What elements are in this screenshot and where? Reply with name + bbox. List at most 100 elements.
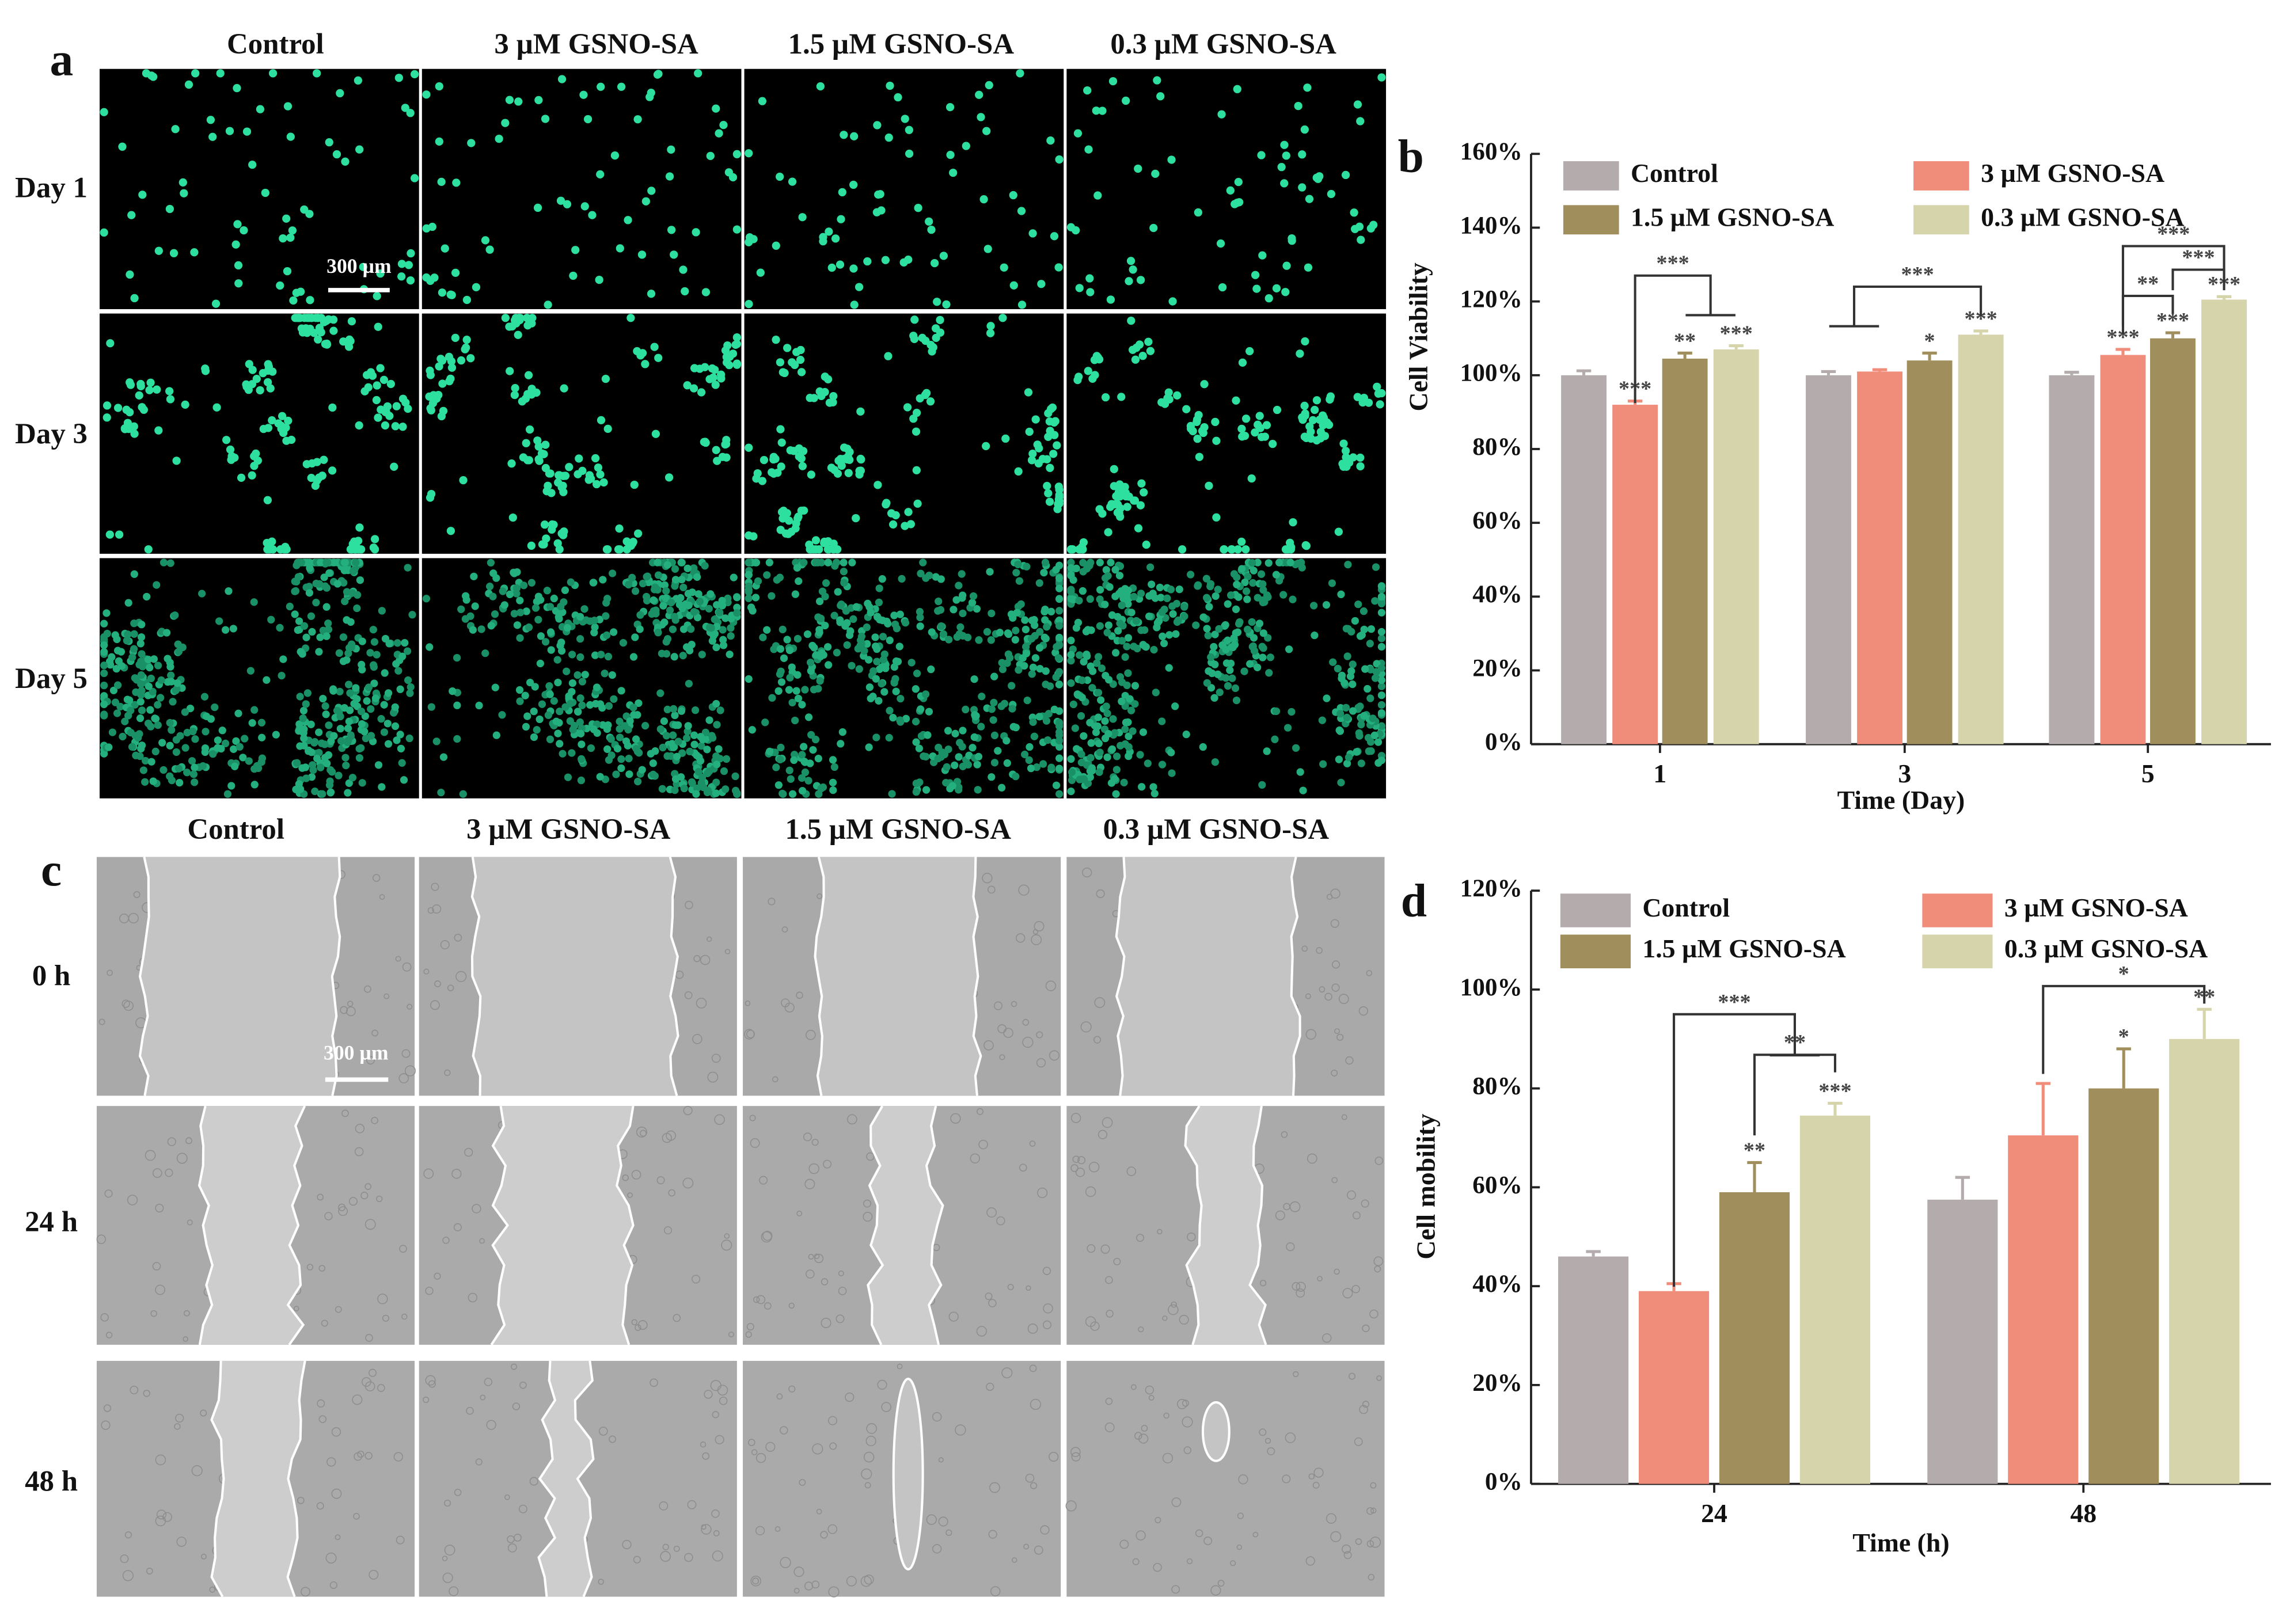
cell	[1334, 664, 1342, 673]
panel-label: d	[1401, 874, 1427, 926]
cell	[709, 734, 717, 742]
cell	[1107, 558, 1115, 566]
cell	[100, 108, 108, 116]
cell	[544, 711, 553, 719]
cell	[1302, 542, 1311, 550]
cell	[233, 220, 242, 229]
cell	[347, 317, 356, 326]
cell	[1046, 136, 1055, 145]
cell	[174, 648, 183, 656]
cell	[597, 416, 606, 424]
cell	[837, 602, 845, 610]
cell	[1212, 436, 1221, 445]
cell-texture	[1330, 919, 1339, 928]
cell-texture	[396, 1535, 405, 1545]
cell	[892, 657, 901, 665]
cell	[833, 558, 841, 566]
cell	[459, 476, 468, 485]
cell	[912, 409, 921, 417]
fluorescence-image	[1066, 558, 1387, 798]
cell-texture	[821, 1318, 831, 1328]
cell	[1220, 545, 1228, 554]
cell	[1165, 664, 1173, 672]
cell	[951, 729, 959, 737]
cell	[662, 594, 670, 602]
cell	[522, 607, 530, 615]
cell	[122, 405, 131, 414]
cell	[827, 263, 836, 272]
cell	[837, 740, 845, 748]
cell-texture	[512, 1402, 521, 1410]
cell	[927, 225, 936, 234]
cell	[872, 675, 880, 683]
cell	[776, 573, 784, 581]
error-bar	[1586, 1250, 1601, 1257]
cell	[836, 260, 845, 269]
cell-texture	[808, 1254, 814, 1260]
cell	[1344, 561, 1352, 569]
cell	[146, 706, 154, 714]
error-bar	[2197, 1007, 2212, 1039]
cell	[1095, 768, 1103, 776]
cell	[153, 581, 161, 589]
cell	[426, 276, 435, 286]
cell	[603, 595, 612, 603]
cell	[256, 386, 264, 395]
cell	[722, 436, 731, 444]
cell	[636, 625, 644, 633]
cell	[990, 759, 999, 767]
cell	[138, 706, 146, 714]
cell	[118, 142, 127, 151]
bar	[2049, 375, 2095, 744]
cell	[371, 694, 380, 702]
cell	[515, 686, 524, 694]
cell	[169, 698, 177, 706]
cell	[557, 646, 566, 655]
cell	[381, 669, 389, 677]
cell	[1134, 164, 1142, 173]
cell	[355, 145, 364, 154]
cell	[677, 773, 685, 781]
cell	[578, 755, 586, 763]
cell-texture	[796, 1211, 803, 1216]
cell-texture	[687, 1500, 697, 1509]
cell	[320, 455, 328, 464]
cell	[1101, 600, 1109, 608]
cell	[577, 729, 585, 737]
cell	[317, 328, 325, 337]
cell	[1271, 735, 1279, 743]
cell	[1288, 708, 1296, 716]
cell-texture	[297, 1497, 305, 1504]
cell	[1022, 649, 1031, 657]
cell	[232, 737, 240, 745]
cell-texture	[529, 1477, 538, 1486]
cell	[1084, 145, 1093, 154]
cell	[134, 733, 142, 742]
cell	[1259, 653, 1267, 661]
cell	[968, 599, 977, 607]
cell	[1280, 140, 1289, 149]
wound-area	[1185, 1106, 1266, 1345]
cell	[601, 374, 610, 383]
cell	[1083, 676, 1092, 684]
cell	[1096, 622, 1104, 630]
cell	[408, 611, 416, 619]
cell	[381, 421, 390, 430]
cell-texture	[1331, 1177, 1338, 1184]
cell	[916, 778, 924, 786]
wound-area	[199, 1106, 305, 1345]
error-bar	[1955, 1176, 1970, 1200]
cell	[379, 375, 389, 385]
cell	[671, 786, 679, 794]
cell	[1023, 696, 1031, 705]
cell	[871, 633, 879, 641]
cell	[593, 683, 601, 691]
cell	[510, 610, 518, 618]
bar	[2150, 338, 2196, 744]
cell	[869, 667, 878, 675]
cell	[719, 641, 728, 649]
cell-texture	[864, 1482, 871, 1489]
cell-texture	[1342, 1288, 1353, 1299]
cell	[1303, 83, 1312, 92]
cell	[552, 717, 560, 725]
